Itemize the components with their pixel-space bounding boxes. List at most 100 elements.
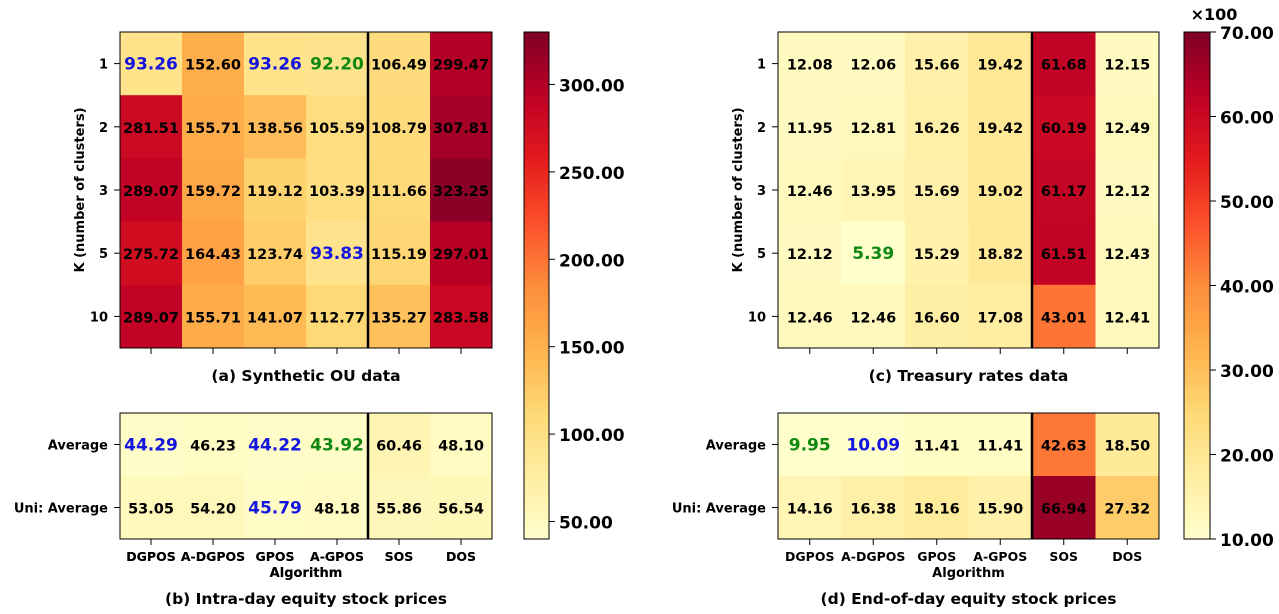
cell-label: 108.79 xyxy=(371,121,427,137)
heatmap-cell xyxy=(120,95,183,159)
x-tick-label: SOS xyxy=(385,549,414,564)
cell-label: 43.92 xyxy=(310,436,364,456)
cell-label: 103.39 xyxy=(309,184,365,200)
colorbar-tick-label: 50.00 xyxy=(1220,193,1274,213)
panel-title: (a) Synthetic OU data xyxy=(211,367,400,385)
cell-label: 115.19 xyxy=(371,247,427,263)
cell-label: 289.07 xyxy=(123,184,179,200)
cell-label: 159.72 xyxy=(185,184,241,200)
x-axis-label: Algorithm xyxy=(932,566,1005,581)
colorbar-tick-label: 60.00 xyxy=(1220,109,1274,129)
cell-label: 152.60 xyxy=(185,58,241,74)
heatmap-cell xyxy=(905,221,969,286)
heatmap-cell xyxy=(306,95,369,159)
x-tick-label: A-DGPOS xyxy=(181,549,245,564)
colorbar xyxy=(523,31,550,540)
heatmap-cell xyxy=(1095,32,1160,96)
colorbar-tick-label: 100.00 xyxy=(559,426,625,446)
panel-title: (c) Treasury rates data xyxy=(869,367,1069,385)
cell-label: 15.29 xyxy=(914,247,960,263)
cell-label: 12.49 xyxy=(1104,121,1150,137)
heatmap-cell xyxy=(841,413,906,477)
cell-label: 16.26 xyxy=(914,121,960,137)
heatmap-cell xyxy=(1032,476,1096,540)
cell-label: 12.15 xyxy=(1104,58,1150,74)
colorbar-multiplier: ×100 xyxy=(1191,5,1238,24)
cell-label: 12.46 xyxy=(850,310,896,326)
cell-label: 281.51 xyxy=(123,121,179,137)
heatmap-cell xyxy=(841,158,906,223)
heatmap-cell xyxy=(1032,32,1096,96)
y-tick-label: 10 xyxy=(748,310,766,325)
heatmap-cell xyxy=(841,284,906,349)
cell-label: 60.46 xyxy=(376,439,422,455)
heatmap-cell xyxy=(430,158,493,223)
heatmap-cell xyxy=(244,221,307,286)
heatmap-cell xyxy=(120,284,183,349)
x-tick-label: A-GPOS xyxy=(310,549,364,564)
cell-label: 12.06 xyxy=(850,58,896,74)
heatmap-cell xyxy=(1032,158,1096,223)
heatmap-cell xyxy=(368,32,431,96)
heatmap-cell xyxy=(120,32,183,96)
heatmap-cell xyxy=(778,221,842,286)
heatmap-cell xyxy=(905,32,969,96)
cell-label: 123.74 xyxy=(247,247,303,263)
cell-label: 15.69 xyxy=(914,184,960,200)
colorbar-tick-label: 10.00 xyxy=(1220,531,1274,551)
cell-label: 44.22 xyxy=(248,436,302,456)
x-tick-label: A-DGPOS xyxy=(841,549,905,564)
heatmap-cell xyxy=(120,413,183,477)
heatmap-cell xyxy=(306,158,369,223)
cell-label: 12.46 xyxy=(787,310,833,326)
x-tick-label: GPOS xyxy=(255,549,294,564)
heatmap-cell xyxy=(1095,221,1160,286)
colorbar-tick-label: 40.00 xyxy=(1220,278,1274,298)
heatmap-cell xyxy=(1032,221,1096,286)
cell-label: 48.10 xyxy=(438,439,484,455)
x-tick-label: DGPOS xyxy=(126,549,175,564)
cell-label: 54.20 xyxy=(190,502,236,518)
cell-label: 164.43 xyxy=(185,247,241,263)
heatmap-cell xyxy=(1032,413,1096,477)
heatmap-cell xyxy=(778,95,842,159)
cell-label: 55.86 xyxy=(376,502,422,518)
cell-label: 119.12 xyxy=(247,184,303,200)
colorbar xyxy=(1183,31,1211,540)
heatmap-cell xyxy=(968,284,1033,349)
cell-label: 93.26 xyxy=(248,55,302,75)
x-axis-label: Algorithm xyxy=(270,566,343,581)
cell-label: 9.95 xyxy=(789,436,831,456)
colorbar-tick-label: 250.00 xyxy=(559,164,625,184)
heatmap-cell xyxy=(306,221,369,286)
cell-label: 53.05 xyxy=(128,502,174,518)
cell-label: 66.94 xyxy=(1041,502,1087,518)
cell-label: 10.09 xyxy=(846,436,900,456)
cell-label: 18.82 xyxy=(977,247,1023,263)
heatmap-cell xyxy=(182,158,245,223)
cell-label: 17.08 xyxy=(977,310,1023,326)
heatmap-cell xyxy=(368,221,431,286)
heatmap-cell xyxy=(182,476,245,540)
cell-label: 12.12 xyxy=(787,247,833,263)
cell-label: 93.83 xyxy=(310,244,364,264)
heatmap-cell xyxy=(968,476,1033,540)
cell-label: 42.63 xyxy=(1041,439,1087,455)
x-tick-label: A-DGPOS xyxy=(181,549,245,564)
colorbar-tick-label: 20.00 xyxy=(1220,447,1274,467)
heatmap-cell xyxy=(778,32,842,96)
cell-label: 44.29 xyxy=(124,436,178,456)
cell-label: 12.12 xyxy=(1104,184,1150,200)
heatmap-cell xyxy=(968,221,1033,286)
heatmap-cell xyxy=(905,158,969,223)
cell-label: 61.68 xyxy=(1041,58,1087,74)
cell-label: 105.59 xyxy=(309,121,365,137)
heatmap-cell xyxy=(841,32,906,96)
heatmap-cell xyxy=(182,32,245,96)
heatmap-cell xyxy=(182,221,245,286)
cell-label: 92.20 xyxy=(310,55,364,75)
cell-label: 323.25 xyxy=(433,184,489,200)
heatmap-cell xyxy=(430,221,493,286)
y-tick-label: 10 xyxy=(90,310,108,325)
heatmap-cell xyxy=(905,413,969,477)
